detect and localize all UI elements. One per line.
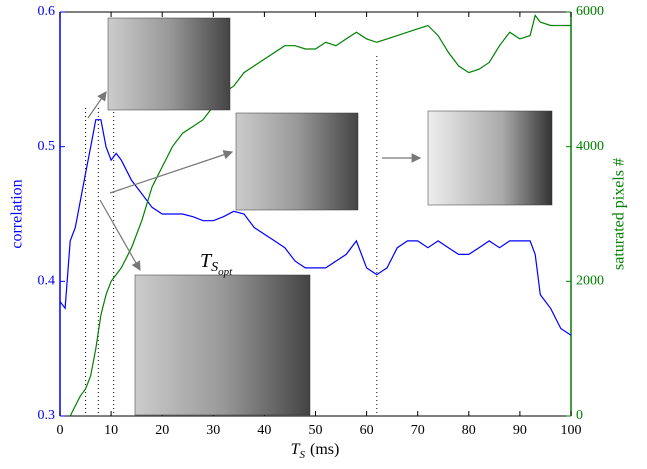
arrow [99,199,141,272]
x-tick-label: 20 [155,423,169,438]
y2-axis-label: saturated pixels # [611,158,628,270]
y-axis-label: correlation [9,179,26,248]
y-tick-label: 0.4 [38,274,56,289]
x-tick-label: 50 [309,423,323,438]
x-tick-label: 90 [513,423,527,438]
photo-thumbnail [235,112,359,211]
x-axis-label: TS (ms) [291,441,340,461]
x-tick-label: 10 [104,423,118,438]
photo-thumbnail [134,274,311,416]
x-tick-label: 70 [411,423,425,438]
x-tick-label: 60 [360,423,374,438]
data-line [69,14,571,417]
x-tick-label: 80 [462,423,476,438]
annotation: TSopt [200,250,233,278]
arrow [87,91,107,119]
y-tick-label: 0.5 [38,139,56,154]
photo-thumbnail [427,110,553,206]
x-tick-label: 30 [206,423,220,438]
y-tick-label: 0.3 [38,408,56,423]
arrow [109,150,234,194]
x-tick-label: 100 [561,423,582,438]
y2-tick-label: 2000 [576,274,604,289]
data-line [59,119,572,336]
y2-tick-label: 4000 [576,139,604,154]
y2-tick-label: 0 [576,408,583,423]
x-tick-label: 40 [257,423,271,438]
photo-thumbnail [107,17,231,111]
y2-tick-label: 6000 [576,4,604,19]
x-tick-label: 0 [57,423,64,438]
y-tick-label: 0.6 [38,4,56,19]
